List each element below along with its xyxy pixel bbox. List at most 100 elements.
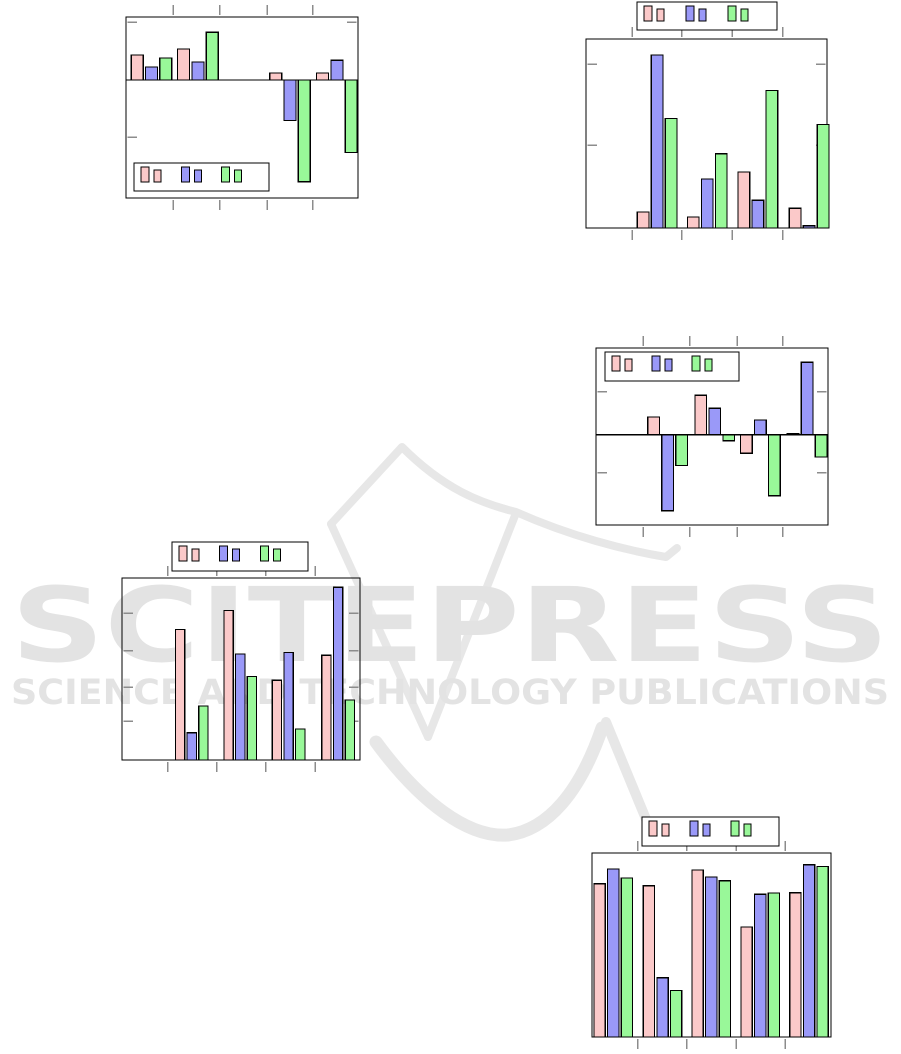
legend-swatch-short: [702, 823, 711, 837]
bar-group1-series3: [198, 705, 209, 761]
bar-group2-series1: [694, 394, 708, 436]
legend-swatch-short: [193, 169, 202, 183]
bar-group4-series2: [800, 361, 814, 436]
bar-group2-series3: [205, 31, 219, 81]
bar-group2-series1: [223, 609, 234, 761]
legend-swatch-short: [743, 823, 752, 837]
bar-group4-series1: [740, 926, 753, 1038]
bar-group1-series1: [647, 416, 661, 436]
bar-group2-series1: [177, 48, 191, 81]
legend-swatch-tall: [219, 545, 229, 562]
legend-swatch-tall: [651, 355, 661, 372]
bar-group3-series2: [751, 199, 765, 229]
legend-swatch-short: [740, 8, 749, 22]
plot-frame: [595, 347, 829, 526]
legend-swatch-tall: [730, 820, 740, 837]
bar-group2-series3: [246, 676, 258, 761]
legend-swatch-short: [698, 8, 707, 22]
bar-group3-series1: [269, 72, 283, 81]
logo-crease-path: [424, 509, 520, 741]
bar-group2-series2: [235, 653, 246, 761]
bar-group4-series2: [332, 586, 344, 761]
bar-group1-series2: [144, 66, 159, 81]
bar-group3-series3: [295, 728, 306, 761]
legend-swatch-tall: [180, 166, 190, 183]
bar-group1-series3: [620, 877, 634, 1038]
bar-group3-series2: [283, 79, 297, 121]
logo-swoosh-path: [369, 721, 609, 842]
bar-group3-series1: [740, 434, 753, 454]
bar-group2-series1: [686, 216, 700, 229]
bar-group4-series2: [330, 59, 344, 81]
scitepress-logo-icon: [327, 443, 681, 846]
chart-top-left: [125, 5, 359, 210]
bar-group5-series2: [802, 864, 816, 1038]
bar-group2-series2: [191, 61, 205, 81]
bar-group4-series1: [315, 72, 330, 81]
bar-group2-series1: [642, 885, 656, 1038]
bar-group1-series2: [607, 868, 620, 1038]
bar-group3-series2: [283, 651, 294, 761]
bar-group3-series3: [297, 79, 311, 183]
legend-swatch-tall: [685, 5, 695, 22]
bar-group3-series3: [765, 89, 779, 229]
legend-swatch-short: [191, 548, 200, 562]
bar-group1-series1: [593, 883, 606, 1038]
bar-group1-series2: [661, 434, 675, 512]
bar-group3-series1: [691, 869, 704, 1038]
chart-middle-right: [595, 336, 829, 537]
scitepress-watermark: SCITEPRESS SCIENCE AND TECHNOLOGY PUBLIC…: [11, 443, 889, 846]
logo-left-edge-path: [327, 520, 432, 741]
bar-group1-series3: [159, 57, 173, 81]
bar-group2-series2: [656, 977, 669, 1038]
bar-group2-series3: [714, 153, 728, 229]
legend-swatch-tall: [689, 820, 699, 837]
legend-swatch-tall: [178, 545, 188, 562]
legend-swatch-short: [232, 548, 241, 562]
chart-top-right: [585, 1, 830, 240]
bar-group3-series2: [754, 419, 767, 436]
legend-swatch-short: [661, 823, 670, 837]
legend-swatch-short: [704, 358, 713, 372]
bar-group4-series1: [786, 432, 800, 436]
bar-group1-series2: [186, 732, 197, 761]
bar-group2-series3: [722, 434, 736, 442]
bar-group4-series2: [802, 225, 816, 229]
bar-group1-series3: [675, 434, 689, 466]
bar-group4-series1: [788, 207, 802, 229]
bar-group1-series2: [650, 54, 664, 229]
bar-group4-series3: [344, 699, 356, 761]
legend-swatch-short: [656, 8, 665, 22]
legend-swatch-tall: [611, 355, 621, 372]
bar-group4-series3: [344, 79, 358, 153]
legend-swatch-short: [664, 358, 673, 372]
legend-swatch-short: [234, 169, 243, 183]
legend-swatch-short: [272, 548, 281, 562]
bar-group3-series1: [737, 171, 751, 229]
bar-group1-series3: [664, 117, 678, 229]
chart-bottom-right: [591, 816, 832, 1049]
bar-group2-series2: [708, 407, 722, 436]
bar-charts-layer: [121, 1, 832, 1049]
legend-swatch-tall: [259, 545, 269, 562]
bar-group3-series2: [705, 876, 718, 1038]
chart-middle-left: [121, 541, 361, 772]
bar-group4-series3: [814, 434, 828, 458]
watermark-title: SCITEPRESS: [11, 566, 889, 686]
bar-group3-series3: [768, 434, 781, 497]
bar-group1-series1: [174, 628, 186, 761]
bar-group1-series1: [636, 211, 650, 229]
legend-swatch-short: [624, 358, 633, 372]
bar-group1-series1: [130, 54, 144, 81]
legend-swatch-tall: [691, 355, 701, 372]
watermark-subtitle: SCIENCE AND TECHNOLOGY PUBLICATIONS: [11, 673, 889, 713]
bar-group4-series3: [816, 123, 830, 229]
bar-group4-series1: [321, 654, 332, 761]
bar-group4-series2: [754, 893, 767, 1038]
bar-group3-series1: [271, 679, 283, 761]
legend-swatch-tall: [648, 820, 658, 837]
bar-group5-series1: [789, 892, 802, 1038]
bar-group5-series3: [816, 866, 829, 1038]
